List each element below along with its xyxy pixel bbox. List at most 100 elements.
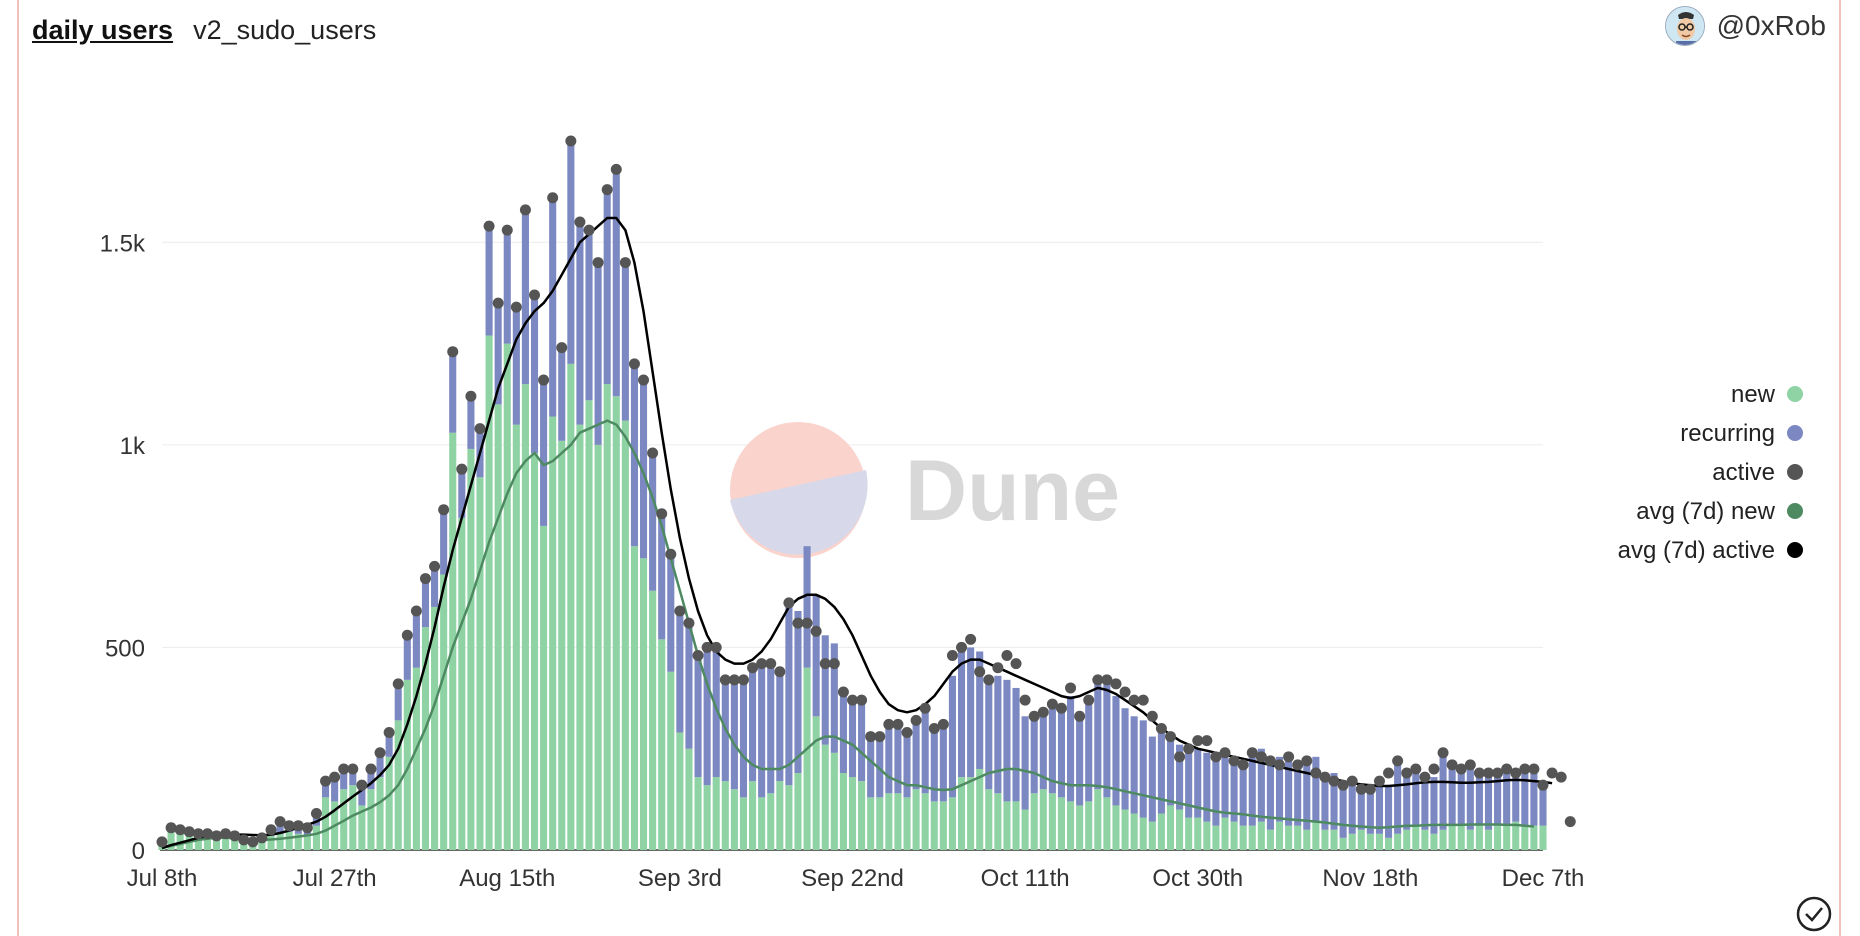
active-point xyxy=(619,257,631,269)
active-point xyxy=(1537,779,1549,791)
bar-new xyxy=(1512,821,1520,850)
active-point xyxy=(601,184,613,196)
active-point xyxy=(583,224,595,236)
active-point xyxy=(365,763,377,775)
active-point xyxy=(656,508,668,520)
active-point xyxy=(465,390,477,402)
bar-recurring xyxy=(1003,679,1011,802)
active-point xyxy=(710,641,722,653)
active-point xyxy=(292,820,304,832)
bar-recurring xyxy=(1130,716,1138,814)
bar-recurring xyxy=(449,351,457,433)
bar-new xyxy=(812,716,820,850)
active-point xyxy=(1510,767,1522,779)
bar-new xyxy=(1048,793,1056,850)
bar-recurring xyxy=(1139,720,1147,818)
active-point xyxy=(447,346,459,358)
bar-recurring xyxy=(1357,785,1365,830)
active-point xyxy=(320,775,332,787)
bar-new xyxy=(1039,789,1047,850)
bar-recurring xyxy=(485,226,493,336)
active-point xyxy=(628,358,640,370)
y-tick-label: 500 xyxy=(105,635,145,662)
bar-new xyxy=(521,384,529,850)
active-point xyxy=(1301,755,1313,767)
lines-layer xyxy=(161,216,1553,850)
bar-new xyxy=(1076,805,1084,850)
active-point xyxy=(1192,735,1204,747)
active-point xyxy=(1174,751,1186,763)
bar-new xyxy=(839,773,847,850)
active-point xyxy=(1337,779,1349,791)
bar-new xyxy=(1475,825,1483,850)
bar-recurring xyxy=(848,700,857,778)
active-point xyxy=(1346,775,1358,787)
y-axis: 0 500 1k 1.5k xyxy=(100,230,146,865)
user-profile[interactable]: @0xRob xyxy=(1664,6,1826,46)
bar-new xyxy=(639,558,648,850)
legend-label: avg (7d) active xyxy=(1618,537,1775,564)
bar-new xyxy=(1185,817,1193,850)
active-point xyxy=(256,832,268,844)
bar-new xyxy=(1148,821,1156,850)
bar-recurring xyxy=(340,768,348,790)
bar-recurring xyxy=(830,643,838,753)
legend: new recurring active avg (7d) new avg (7d) a… xyxy=(1618,381,1803,564)
active-point xyxy=(828,658,840,670)
bar-new xyxy=(1021,809,1029,850)
active-point xyxy=(1183,743,1195,755)
active-point xyxy=(410,605,422,617)
active-point xyxy=(692,650,704,662)
bar-new xyxy=(530,452,539,850)
active-point xyxy=(1401,767,1413,779)
bar-new xyxy=(567,363,575,850)
bar-new xyxy=(503,343,511,850)
bar-recurring xyxy=(858,704,866,782)
watermark-logo-slice xyxy=(730,470,868,555)
bar-recurring xyxy=(803,546,811,668)
bar-recurring xyxy=(1275,756,1284,822)
visualization-name: v2_sudo_users xyxy=(193,14,377,45)
bar-new xyxy=(1357,829,1365,850)
bar-new xyxy=(667,671,675,850)
legend-swatch xyxy=(1787,503,1803,519)
query-title-link[interactable]: daily users xyxy=(32,14,174,45)
bar-new xyxy=(767,793,775,850)
bar-new xyxy=(894,793,902,850)
bar-new xyxy=(1121,809,1129,850)
bar-new xyxy=(421,627,430,850)
check-circle-icon[interactable] xyxy=(1796,896,1832,932)
active-point xyxy=(792,617,804,629)
bar-new xyxy=(1012,801,1020,850)
bar-recurring xyxy=(957,647,966,778)
bar-recurring xyxy=(1494,773,1502,826)
bar-new xyxy=(821,744,829,850)
bar-recurring xyxy=(1439,756,1447,830)
bar-recurring xyxy=(1321,773,1329,830)
active-point xyxy=(301,822,313,834)
legend-swatch xyxy=(1787,542,1803,558)
bar-recurring xyxy=(921,708,929,794)
bar-recurring xyxy=(1039,708,1047,790)
bar-recurring xyxy=(321,781,330,798)
bar-recurring xyxy=(412,610,420,668)
active-point xyxy=(201,828,213,840)
active-point xyxy=(1110,678,1122,690)
bar-new xyxy=(1312,821,1320,850)
active-point xyxy=(837,686,849,698)
active-point xyxy=(1446,759,1458,771)
bar-new xyxy=(1239,825,1247,850)
bar-recurring xyxy=(494,303,502,405)
active-point xyxy=(1264,755,1276,767)
bar-recurring xyxy=(749,667,757,782)
active-point xyxy=(1101,674,1113,686)
bar-recurring xyxy=(767,663,775,794)
active-point xyxy=(1355,783,1367,795)
legend-swatch xyxy=(1787,386,1803,402)
bar-recurring xyxy=(785,602,793,786)
active-point xyxy=(392,678,404,690)
bar-new xyxy=(1385,837,1393,850)
bar-new xyxy=(1094,789,1102,850)
bar-new xyxy=(1221,817,1229,850)
y-tick-label: 1.5k xyxy=(100,230,146,257)
